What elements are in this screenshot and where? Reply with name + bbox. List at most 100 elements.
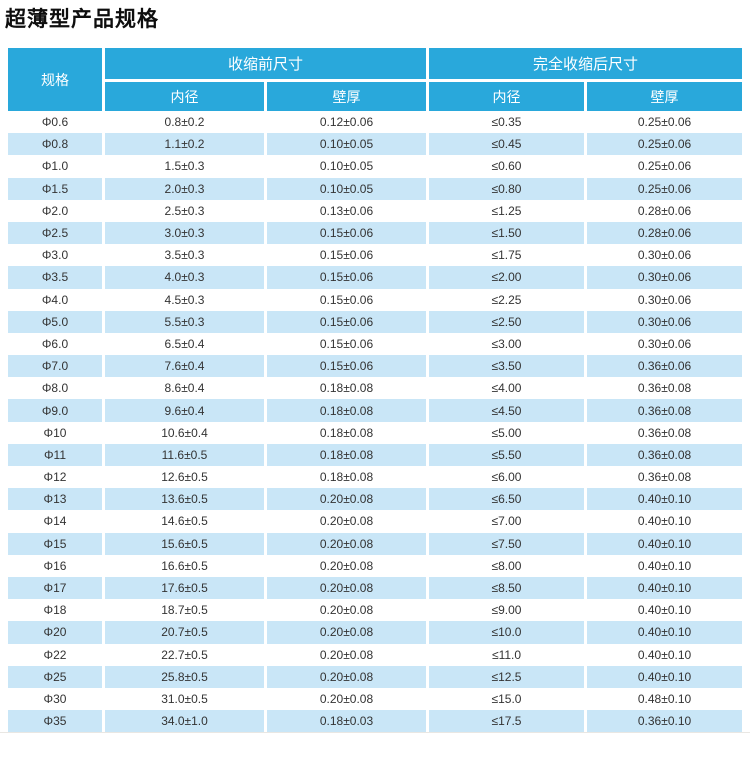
col-header-wall-thickness-before: 壁厚 [267,82,427,111]
wall-thickness-after-cell: 0.40±0.10 [587,576,743,600]
wall-thickness-after-cell: 0.25±0.06 [587,111,743,134]
wall-thickness-after-cell: 0.25±0.06 [587,177,743,200]
wall-thickness-before-cell: 0.20±0.08 [267,576,427,600]
spec-cell: Φ6.0 [8,332,102,356]
wall-thickness-after-cell: 0.40±0.10 [587,488,743,511]
wall-thickness-after-cell: 0.30±0.06 [587,310,743,333]
inner-diameter-after-cell: ≤4.00 [429,377,585,400]
inner-diameter-before-cell: 10.6±0.4 [105,421,264,444]
spec-cell: Φ18 [8,599,102,622]
spec-cell: Φ8.0 [8,377,102,400]
col-header-inner-diameter-after: 内径 [429,82,585,111]
inner-diameter-before-cell: 22.7±0.5 [105,643,264,666]
inner-diameter-after-cell: ≤1.75 [429,244,585,267]
inner-diameter-before-cell: 4.5±0.3 [105,288,264,311]
wall-thickness-after-cell: 0.30±0.06 [587,288,743,311]
wall-thickness-before-cell: 0.18±0.08 [267,443,427,466]
inner-diameter-after-cell: ≤7.50 [429,532,585,555]
inner-diameter-before-cell: 9.6±0.4 [105,399,264,422]
inner-diameter-before-cell: 2.0±0.3 [105,177,264,200]
inner-diameter-after-cell: ≤5.50 [429,443,585,466]
table-row: Φ11 11.6±0.5 0.18±0.08 ≤5.50 0.36±0.08 [8,443,743,466]
inner-diameter-before-cell: 2.5±0.3 [105,199,264,222]
wall-thickness-before-cell: 0.15±0.06 [267,266,427,289]
wall-thickness-after-cell: 0.36±0.08 [587,421,743,444]
inner-diameter-before-cell: 16.6±0.5 [105,554,264,577]
wall-thickness-after-cell: 0.40±0.10 [587,621,743,644]
wall-thickness-before-cell: 0.15±0.06 [267,355,427,378]
wall-thickness-before-cell: 0.12±0.06 [267,111,427,134]
wall-thickness-before-cell: 0.20±0.08 [267,488,427,511]
inner-diameter-before-cell: 8.6±0.4 [105,377,264,400]
wall-thickness-after-cell: 0.30±0.06 [587,266,743,289]
table-row: Φ20 20.7±0.5 0.20±0.08 ≤10.0 0.40±0.10 [8,621,743,644]
table-row: Φ3.0 3.5±0.3 0.15±0.06 ≤1.75 0.30±0.06 [8,244,743,267]
wall-thickness-before-cell: 0.10±0.05 [267,155,427,178]
wall-thickness-after-cell: 0.36±0.08 [587,443,743,466]
table-row: Φ2.5 3.0±0.3 0.15±0.06 ≤1.50 0.28±0.06 [8,221,743,245]
wall-thickness-before-cell: 0.10±0.05 [267,133,427,156]
wall-thickness-before-cell: 0.18±0.08 [267,377,427,400]
table-row: Φ8.0 8.6±0.4 0.18±0.08 ≤4.00 0.36±0.08 [8,377,743,400]
wall-thickness-after-cell: 0.28±0.06 [587,199,743,222]
inner-diameter-after-cell: ≤2.50 [429,310,585,333]
wall-thickness-after-cell: 0.36±0.06 [587,355,743,378]
inner-diameter-before-cell: 1.1±0.2 [105,133,264,156]
spec-cell: Φ0.6 [8,111,102,134]
table-row: Φ18 18.7±0.5 0.20±0.08 ≤9.00 0.40±0.10 [8,599,743,622]
wall-thickness-before-cell: 0.20±0.08 [267,621,427,644]
wall-thickness-after-cell: 0.36±0.10 [587,710,743,733]
inner-diameter-before-cell: 12.6±0.5 [105,466,264,489]
wall-thickness-after-cell: 0.40±0.10 [587,510,743,533]
table-header: 规格 收缩前尺寸 完全收缩后尺寸 内径 壁厚 内径 壁厚 [8,48,743,111]
wall-thickness-after-cell: 0.36±0.08 [587,377,743,400]
inner-diameter-after-cell: ≤5.00 [429,421,585,444]
table-row: Φ9.0 9.6±0.4 0.18±0.08 ≤4.50 0.36±0.08 [8,399,743,422]
col-header-inner-diameter-before: 内径 [105,82,264,111]
wall-thickness-before-cell: 0.15±0.06 [267,221,427,245]
inner-diameter-after-cell: ≤7.00 [429,510,585,533]
col-header-spec: 规格 [8,48,102,111]
wall-thickness-before-cell: 0.15±0.06 [267,310,427,333]
spec-cell: Φ16 [8,554,102,577]
table-row: Φ7.0 7.6±0.4 0.15±0.06 ≤3.50 0.36±0.06 [8,355,743,378]
table-row: Φ10 10.6±0.4 0.18±0.08 ≤5.00 0.36±0.08 [8,421,743,444]
inner-diameter-after-cell: ≤8.00 [429,554,585,577]
inner-diameter-after-cell: ≤11.0 [429,643,585,666]
spec-cell: Φ9.0 [8,399,102,422]
inner-diameter-after-cell: ≤6.50 [429,488,585,511]
inner-diameter-after-cell: ≤3.50 [429,355,585,378]
spec-cell: Φ2.0 [8,199,102,222]
table-row: Φ22 22.7±0.5 0.20±0.08 ≤11.0 0.40±0.10 [8,643,743,666]
inner-diameter-after-cell: ≤17.5 [429,710,585,733]
spec-cell: Φ10 [8,421,102,444]
spec-cell: Φ17 [8,576,102,600]
inner-diameter-after-cell: ≤8.50 [429,576,585,600]
inner-diameter-before-cell: 17.6±0.5 [105,576,264,600]
table-row: Φ0.6 0.8±0.2 0.12±0.06 ≤0.35 0.25±0.06 [8,111,743,134]
table-row: Φ6.0 6.5±0.4 0.15±0.06 ≤3.00 0.30±0.06 [8,332,743,356]
spec-cell: Φ1.5 [8,177,102,200]
inner-diameter-after-cell: ≤0.35 [429,111,585,134]
spec-cell: Φ22 [8,643,102,666]
inner-diameter-before-cell: 0.8±0.2 [105,111,264,134]
wall-thickness-before-cell: 0.18±0.03 [267,710,427,733]
inner-diameter-before-cell: 13.6±0.5 [105,488,264,511]
inner-diameter-before-cell: 15.6±0.5 [105,532,264,555]
inner-diameter-before-cell: 25.8±0.5 [105,665,264,688]
inner-diameter-after-cell: ≤1.25 [429,199,585,222]
inner-diameter-after-cell: ≤0.45 [429,133,585,156]
table-row: Φ0.8 1.1±0.2 0.10±0.05 ≤0.45 0.25±0.06 [8,133,743,156]
wall-thickness-before-cell: 0.15±0.06 [267,332,427,356]
table-row: Φ4.0 4.5±0.3 0.15±0.06 ≤2.25 0.30±0.06 [8,288,743,311]
spec-cell: Φ15 [8,532,102,555]
spec-cell: Φ7.0 [8,355,102,378]
wall-thickness-before-cell: 0.20±0.08 [267,643,427,666]
table-row: Φ13 13.6±0.5 0.20±0.08 ≤6.50 0.40±0.10 [8,488,743,511]
wall-thickness-before-cell: 0.20±0.08 [267,599,427,622]
wall-thickness-after-cell: 0.40±0.10 [587,599,743,622]
spec-cell: Φ3.5 [8,266,102,289]
inner-diameter-before-cell: 11.6±0.5 [105,443,264,466]
table-row: Φ5.0 5.5±0.3 0.15±0.06 ≤2.50 0.30±0.06 [8,310,743,333]
wall-thickness-after-cell: 0.30±0.06 [587,332,743,356]
